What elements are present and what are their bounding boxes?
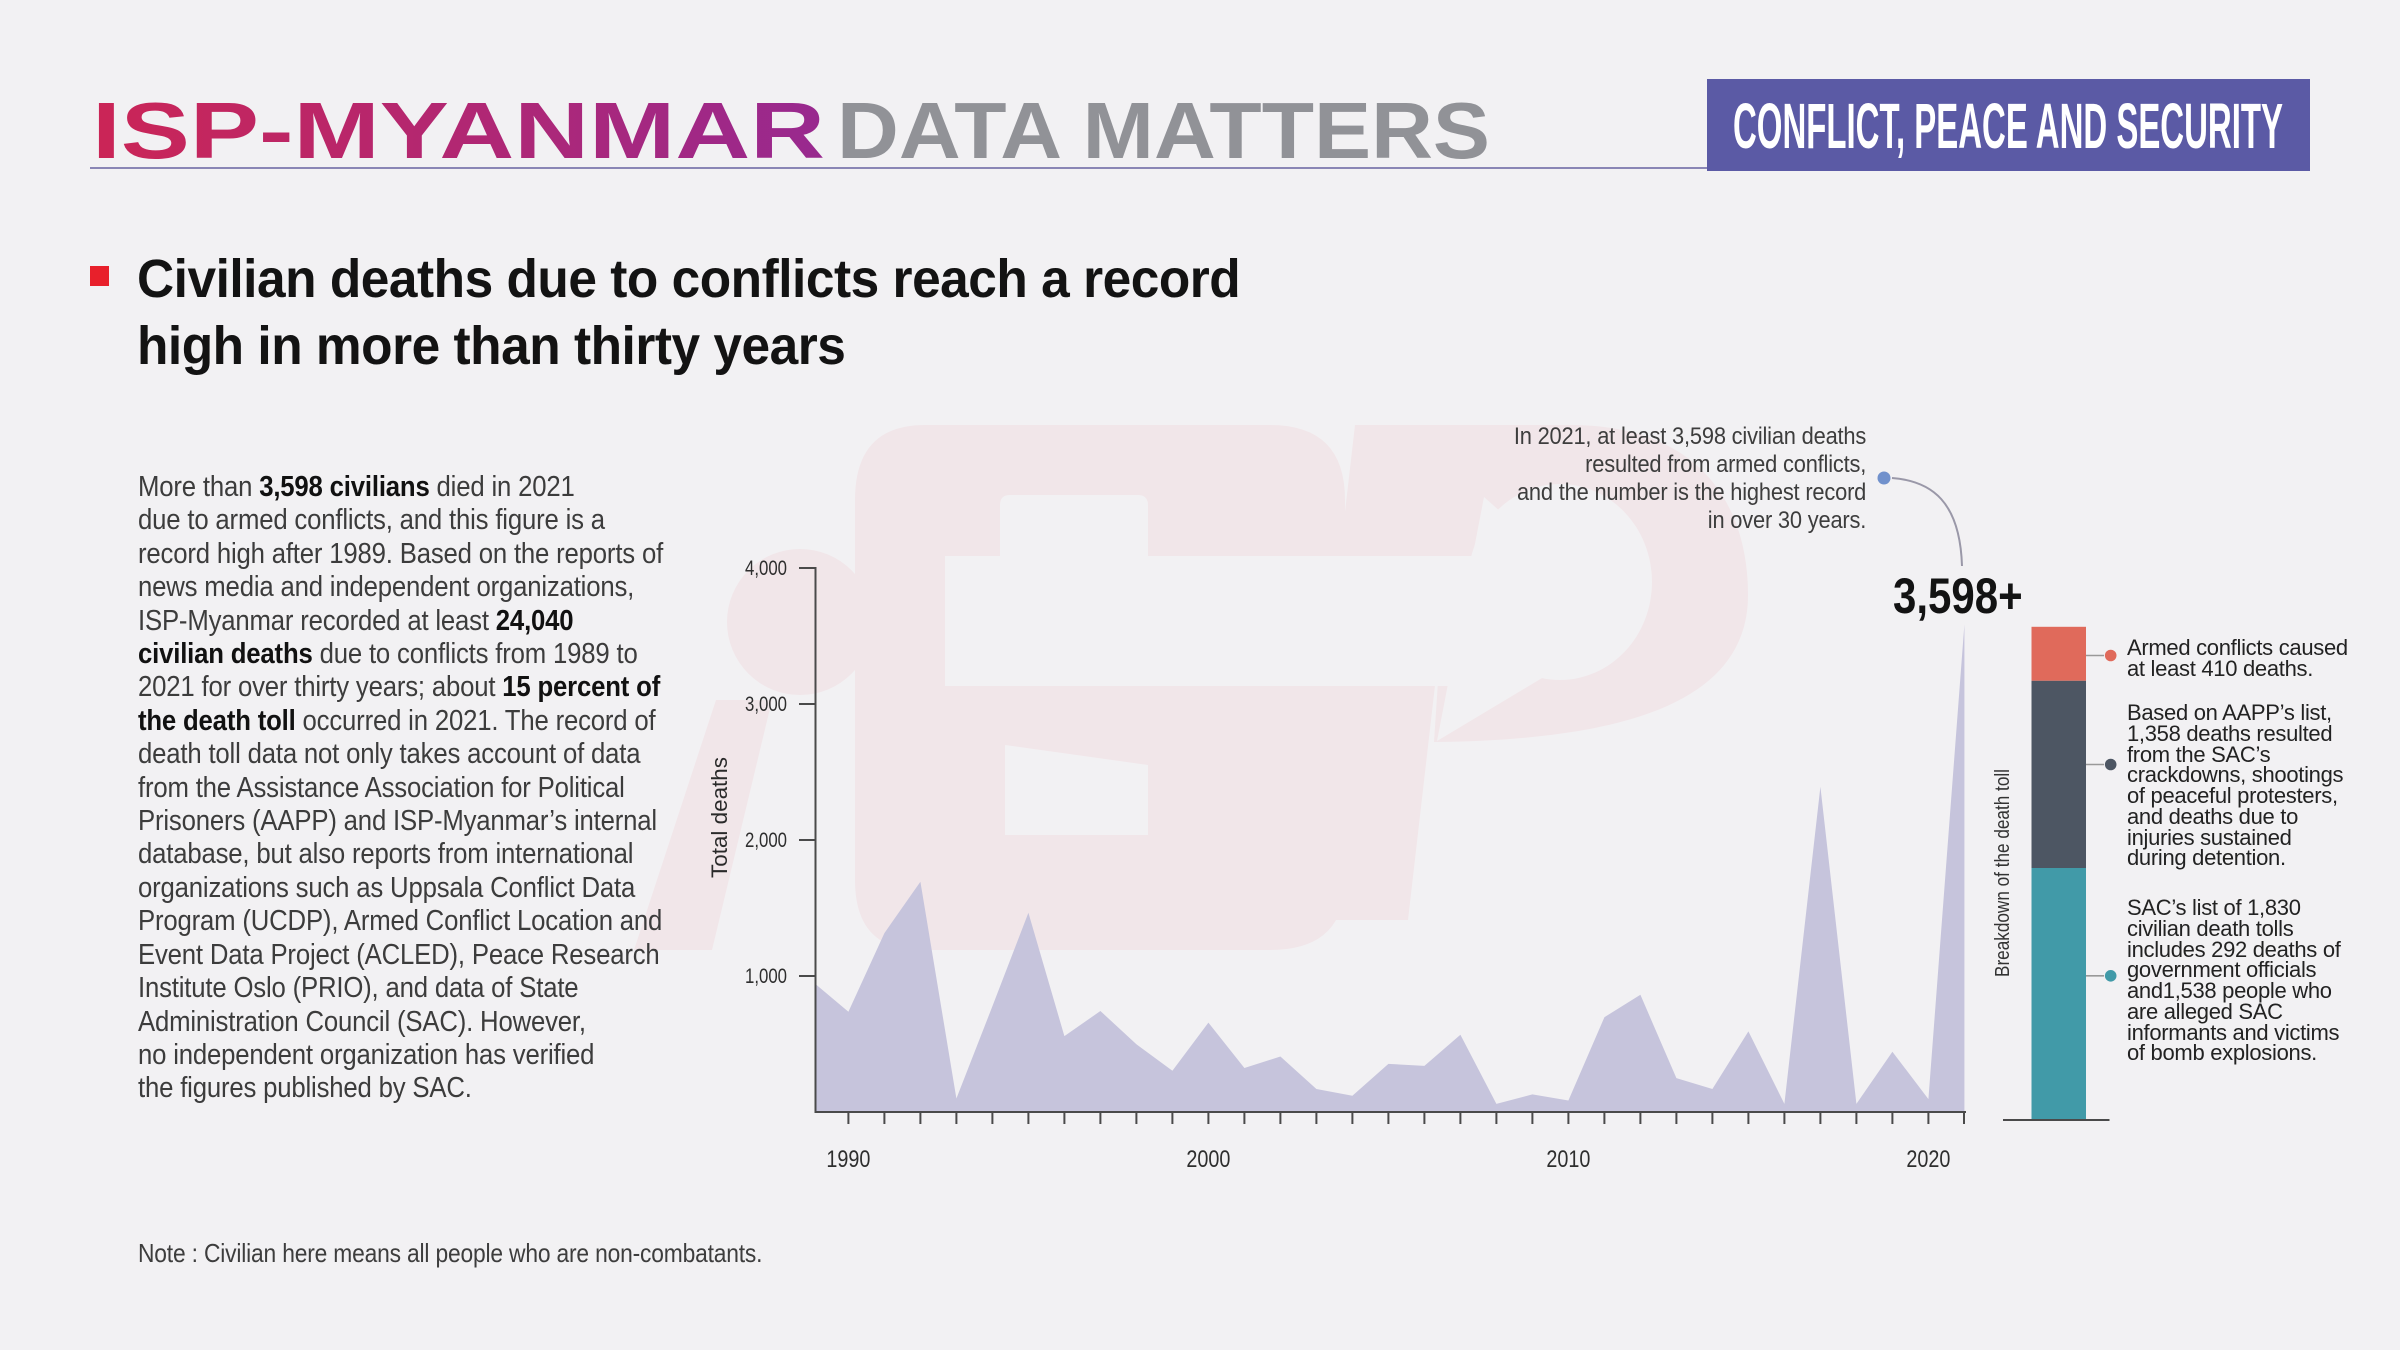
svg-text:3,000: 3,000 xyxy=(745,692,787,716)
svg-text:1990: 1990 xyxy=(826,1146,870,1173)
svg-text:CONFLICT, PEACE AND SECURITY: CONFLICT, PEACE AND SECURITY xyxy=(1733,90,2283,162)
svg-text:Breakdown of the death toll: Breakdown of the death toll xyxy=(1991,769,2014,977)
svg-text:2000: 2000 xyxy=(1186,1146,1230,1173)
svg-text:2,000: 2,000 xyxy=(745,828,787,852)
svg-text:1,000: 1,000 xyxy=(745,964,787,988)
svg-text:2010: 2010 xyxy=(1546,1146,1590,1173)
svg-text:4,000: 4,000 xyxy=(745,556,787,580)
svg-text:ISP-MYANMAR: ISP-MYANMAR xyxy=(92,86,825,175)
svg-text:DATA MATTERS: DATA MATTERS xyxy=(837,86,1490,175)
svg-text:Total deaths: Total deaths xyxy=(707,757,732,878)
svg-text:2020: 2020 xyxy=(1906,1146,1950,1173)
